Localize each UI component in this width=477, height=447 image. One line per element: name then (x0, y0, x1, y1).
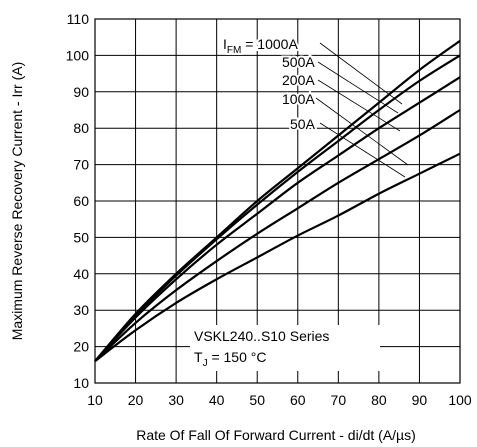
y-tick-label: 100 (66, 47, 90, 63)
y-tick-label: 20 (73, 339, 89, 355)
ifm-value: = 1000A (241, 36, 298, 52)
series-label-1000A: IFM = 1000A (223, 36, 298, 56)
leader-200A (317, 79, 401, 132)
grid (95, 19, 460, 383)
y-tick-label: 30 (73, 302, 89, 318)
x-tick-label: 70 (331, 392, 347, 408)
ifm-prefix: I (223, 36, 227, 52)
tj-value: = 150 °C (208, 349, 267, 365)
tj-prefix: T (194, 349, 203, 365)
x-tick-label: 30 (168, 392, 184, 408)
curve-1000A (94, 39, 461, 362)
x-tick-label: 20 (128, 392, 144, 408)
series-label-200A: 200A (282, 72, 315, 88)
plot-frame (94, 18, 461, 384)
y-tick-label: 70 (73, 157, 89, 173)
curves (94, 39, 461, 363)
y-tick-label: 80 (73, 120, 89, 136)
leader-50A (319, 122, 406, 178)
annotation-background (190, 325, 380, 371)
label-leaders (315, 42, 409, 178)
y-tick-label: 60 (73, 193, 89, 209)
y-axis-title: Maximum Reverse Recovery Current - Irr (… (9, 62, 25, 341)
x-tick-label: 60 (290, 392, 306, 408)
leader-500A (317, 61, 399, 114)
y-tick-label: 10 (73, 375, 89, 391)
y-tick-labels: 10 20 30 40 50 60 70 80 90 100 110 (66, 11, 90, 391)
x-tick-label: 50 (249, 392, 265, 408)
annotation-series: VSKL240..S10 Series (194, 328, 329, 344)
series-label-500A: 500A (282, 54, 315, 70)
x-tick-label: 100 (448, 392, 472, 408)
curve-100A (94, 109, 461, 362)
y-tick-label: 40 (73, 266, 89, 282)
curve-50A (94, 152, 461, 363)
curve-500A (94, 54, 461, 362)
x-axis-title: Rate Of Fall Of Forward Current - di/dt … (136, 427, 416, 443)
tj-sub: J (203, 358, 208, 369)
x-tick-label: 40 (209, 392, 225, 408)
y-tick-label: 110 (67, 11, 90, 27)
ifm-sub: FM (227, 45, 241, 56)
y-tick-label: 50 (73, 229, 89, 245)
series-label-50A: 50A (290, 116, 316, 132)
leader-1000A (319, 42, 403, 105)
series-label-100A: 100A (282, 91, 315, 107)
leader-100A (315, 97, 409, 166)
x-tick-labels: 10 20 30 40 50 60 70 80 90 100 (87, 392, 472, 408)
x-tick-label: 90 (412, 392, 428, 408)
x-tick-label: 10 (87, 392, 103, 408)
annotation-tj: TJ = 150 °C (194, 349, 266, 369)
x-tick-label: 80 (371, 392, 387, 408)
curve-200A (94, 76, 461, 362)
y-tick-label: 90 (73, 84, 89, 100)
